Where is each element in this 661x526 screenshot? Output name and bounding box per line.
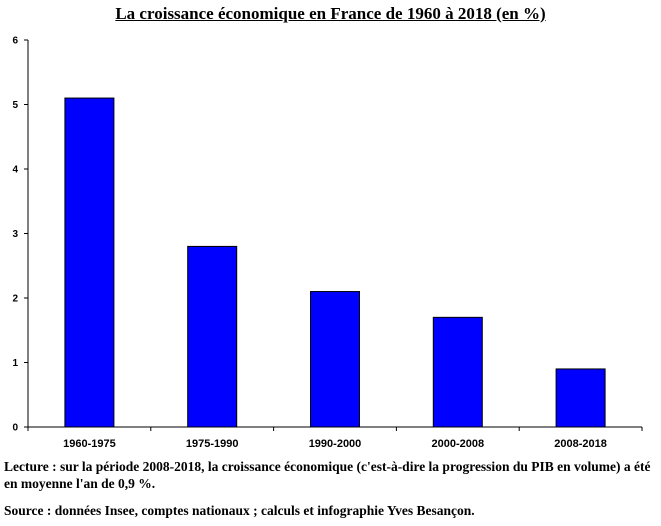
x-category-label: 1975-1990 [186, 438, 239, 450]
chart-title: La croissance économique en France de 19… [115, 4, 546, 23]
y-tick-label: 0 [12, 423, 18, 434]
y-tick-label: 4 [12, 165, 18, 176]
bar-2008-2018 [555, 368, 606, 428]
y-tick-label: 3 [12, 229, 18, 240]
y-tick-label: 2 [12, 294, 18, 305]
x-category-label: 1960-1975 [63, 438, 116, 450]
bar-2000-2008 [432, 316, 483, 428]
source-note: Source : données Insee, comptes nationau… [4, 503, 475, 518]
y-tick-label: 6 [12, 36, 18, 47]
y-tick-label: 5 [12, 100, 18, 111]
bar-1975-1990 [187, 245, 238, 428]
chart-labels: 0 1 2 3 4 5 6 1960-1975 1975-1990 1990-2000 2000-2… [12, 36, 606, 451]
reading-note: Lecture : sur la période 2008-2018, la c… [4, 459, 651, 491]
chart-bars [64, 97, 606, 428]
bar-1960-1975 [64, 97, 115, 428]
bar-1990-2000 [310, 291, 360, 428]
x-category-label: 2000-2008 [431, 438, 484, 450]
bar-chart: 0 1 2 3 4 5 6 1960-1975 1975-1990 1990-2000 2000-2… [12, 36, 643, 451]
x-category-label: 2008-2018 [554, 438, 607, 450]
x-category-label: 1990-2000 [309, 438, 362, 450]
y-tick-label: 1 [12, 358, 18, 369]
